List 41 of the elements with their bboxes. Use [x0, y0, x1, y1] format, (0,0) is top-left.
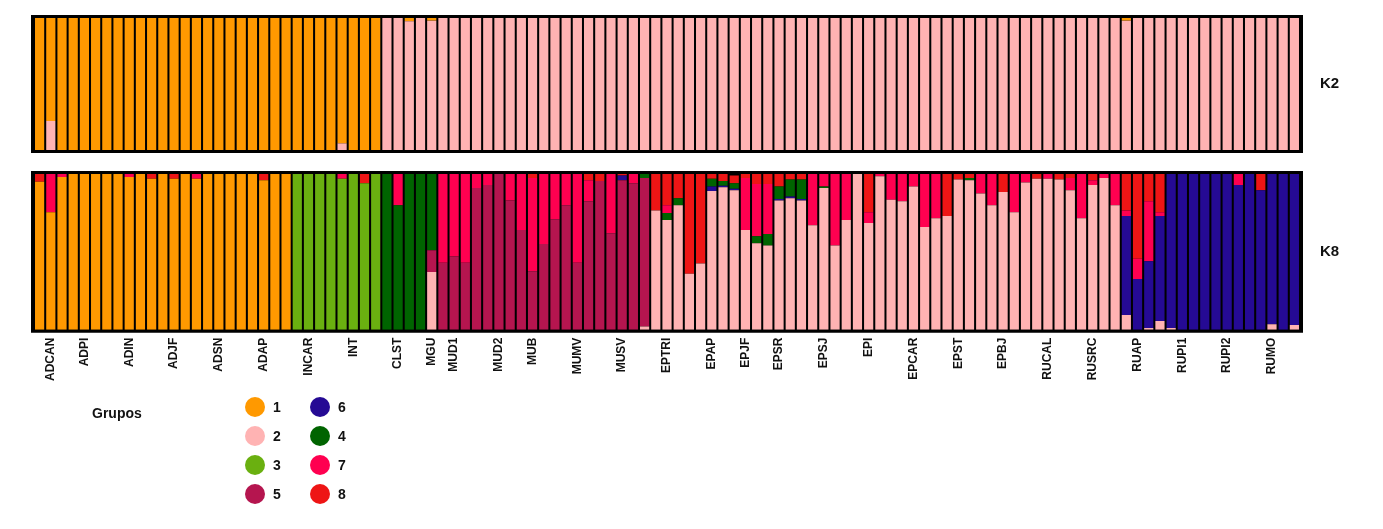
x-tick-label: RUSRC: [1085, 337, 1100, 381]
legend-label: 5: [273, 486, 281, 502]
x-tick-label: ADJF: [166, 337, 181, 370]
x-tick-label: ADAP: [255, 337, 270, 372]
legend-label: 3: [273, 457, 281, 473]
x-tick-label: MUD1: [446, 337, 461, 372]
x-tick-label: EPST: [950, 337, 965, 370]
legend-title: Grupos: [92, 405, 142, 421]
x-tick-label: EPAP: [704, 337, 719, 370]
x-tick-label: EPTRI: [659, 337, 674, 374]
legend-label: 1: [273, 399, 281, 415]
x-tick-label: ADCAN: [43, 337, 58, 382]
x-tick-label: RUAP: [1129, 337, 1144, 372]
x-tick-label: EPJF: [737, 337, 752, 368]
x-tick-label: EPSR: [771, 337, 786, 371]
x-tick-label: MUD2: [491, 337, 506, 372]
x-tick-label: MUB: [524, 337, 539, 365]
x-tick-label: ADPI: [76, 337, 91, 367]
legend-label: 7: [338, 457, 346, 473]
legend-label: 4: [338, 428, 346, 444]
x-tick-label: ADIN: [121, 337, 136, 368]
x-tick-label: EPSJ: [816, 337, 831, 369]
y-axis-title: K8: [1320, 241, 1340, 259]
x-tick-label: RUPI1: [1174, 337, 1189, 374]
x-tick-label: CLST: [390, 337, 405, 370]
x-tick-label: INCAR: [300, 337, 315, 376]
x-tick-label: MUSV: [614, 337, 629, 373]
x-tick-label: ADSN: [211, 337, 226, 372]
x-tick-label: MGU: [424, 337, 439, 366]
x-tick-label: RUCAL: [1040, 337, 1055, 380]
legend-label: 8: [338, 486, 346, 502]
x-tick-label: MUMV: [569, 337, 584, 375]
x-tick-label: EPCAR: [905, 337, 920, 380]
y-axis-title: K2: [1320, 74, 1340, 92]
x-tick-label: EPI: [860, 337, 875, 358]
x-tick-label: EPBJ: [995, 337, 1010, 370]
x-tick-label: RUPI2: [1219, 337, 1234, 374]
x-tick-label: RUMO: [1264, 337, 1279, 375]
legend-label: 2: [273, 428, 281, 444]
x-tick-label: INT: [345, 337, 360, 358]
legend-label: 6: [338, 399, 346, 415]
